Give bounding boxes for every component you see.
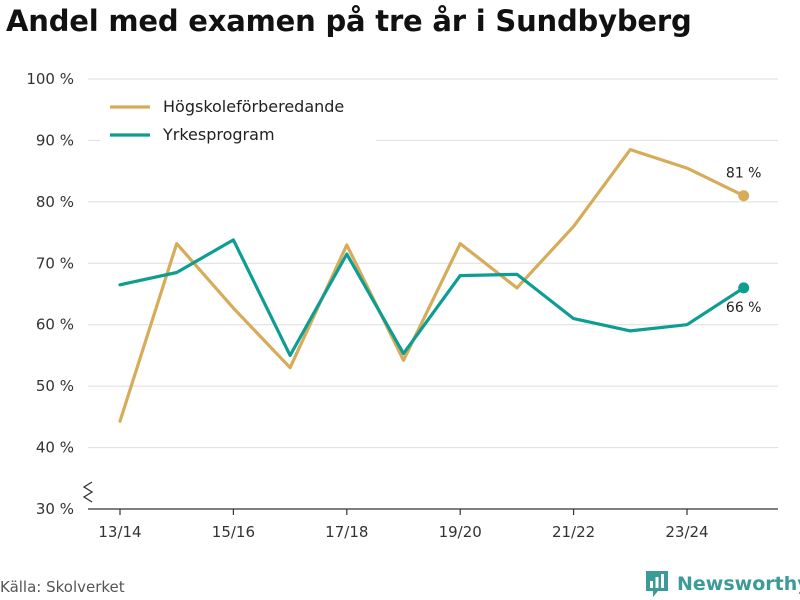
brand-logo[interactable]: Newsworthy <box>645 570 800 598</box>
x-tick-label: 23/24 <box>665 523 708 541</box>
series-end-marker-1 <box>738 190 750 202</box>
chart-title: Andel med examen på tre år i Sundbyberg <box>6 4 692 38</box>
x-tick-label: 21/22 <box>552 523 595 541</box>
series-line-2 <box>118 238 746 357</box>
x-axis: 13/14 15/16 17/18 19/20 21/22 23/24 <box>88 508 778 541</box>
series-end-label-2: 66 % <box>726 300 762 316</box>
y-tick-label: 90 % <box>36 131 74 149</box>
y-tick-label: 60 % <box>36 316 74 334</box>
y-tick-label: 100 % <box>26 70 74 88</box>
legend: Högskoleförberedande Yrkesprogram <box>100 92 376 148</box>
gridlines <box>88 78 778 449</box>
series-end-marker-2 <box>738 282 750 294</box>
source-note: Källa: Skolverket <box>0 578 125 596</box>
line-chart: 30 %40 %50 %60 %70 %80 %90 %100 % 13/14 1… <box>26 70 778 541</box>
y-axis-ticks: 30 % 40 % 50 % 60 % 70 % 80 % 90 % 100 % <box>26 70 94 518</box>
brand-name: Newsworthy <box>677 573 800 595</box>
x-tick-label: 15/16 <box>212 523 255 541</box>
legend-label-2: Yrkesprogram <box>162 125 275 144</box>
y-tick-label: 40 % <box>36 439 74 457</box>
series-end-label-1: 81 % <box>726 166 762 182</box>
y-tick-label: 30 % <box>36 500 74 518</box>
series-line-1 <box>118 148 746 423</box>
x-tick-label: 13/14 <box>98 523 141 541</box>
y-tick-label: 50 % <box>36 377 74 395</box>
legend-label-1: Högskoleförberedande <box>163 97 344 116</box>
x-tick-label: 17/18 <box>325 523 368 541</box>
x-tick-label: 19/20 <box>439 523 482 541</box>
y-tick-label: 80 % <box>36 193 74 211</box>
y-tick-label: 70 % <box>36 254 74 272</box>
legend-background <box>100 92 376 148</box>
series-lines: 81 % 66 % <box>118 148 762 423</box>
axis-break-marker <box>82 481 94 503</box>
newsworthy-logo-icon <box>646 571 668 597</box>
